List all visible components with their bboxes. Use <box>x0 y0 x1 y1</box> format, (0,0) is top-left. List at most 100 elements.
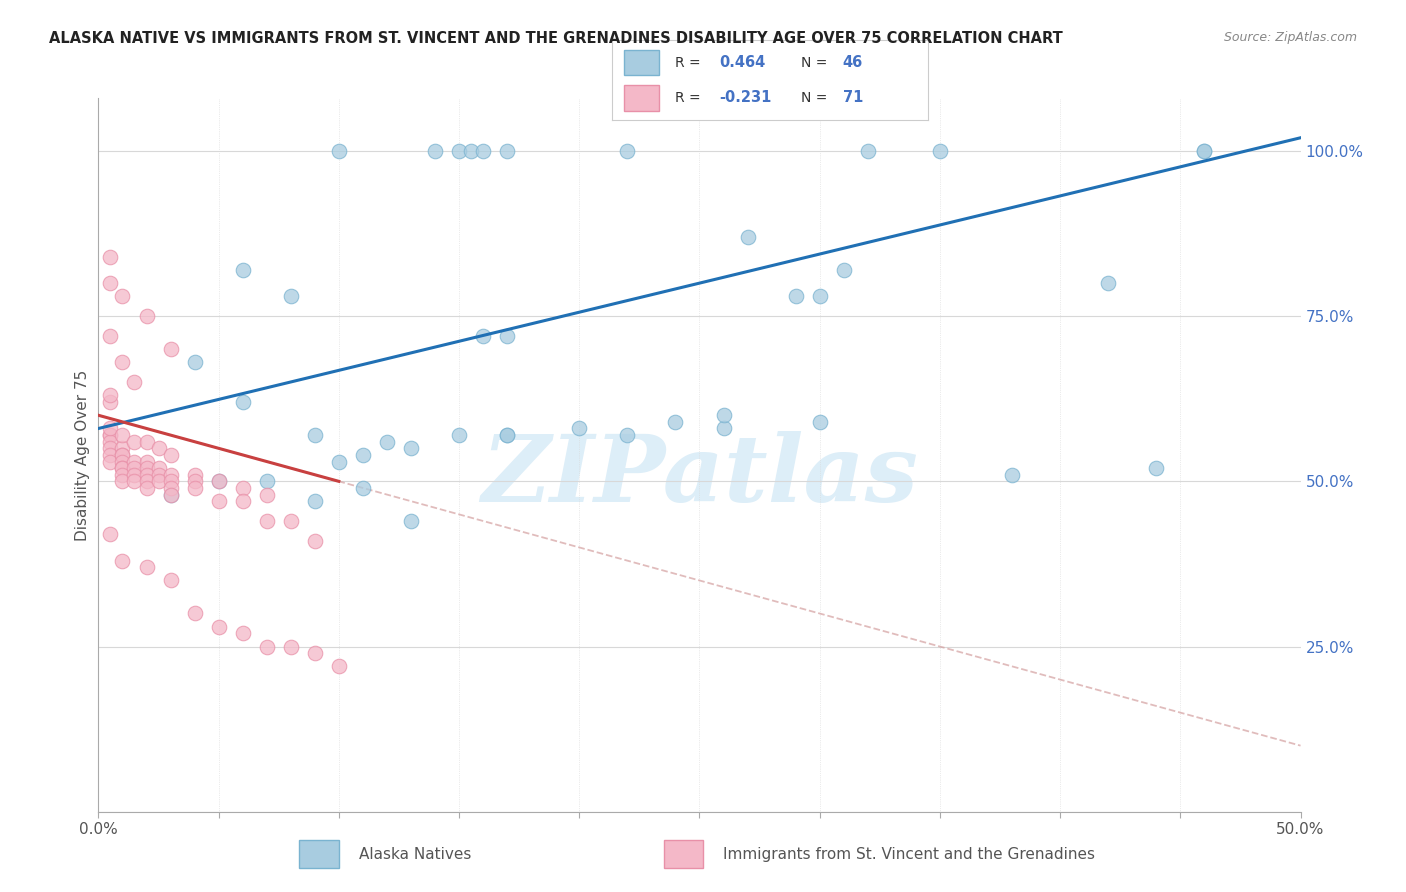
Point <box>1097 276 1119 290</box>
Point <box>111 448 134 462</box>
Point <box>124 461 146 475</box>
Point <box>100 428 122 442</box>
Point <box>100 250 122 264</box>
Point <box>808 415 831 429</box>
Point <box>785 289 807 303</box>
Point <box>159 448 181 462</box>
Text: 46: 46 <box>842 55 863 70</box>
Point <box>111 475 134 489</box>
Point <box>183 355 205 369</box>
Point <box>124 376 146 390</box>
Point <box>280 289 302 303</box>
Point <box>256 640 278 654</box>
Point <box>352 448 374 462</box>
Point <box>100 276 122 290</box>
Point <box>447 144 470 158</box>
Point <box>1001 467 1024 482</box>
FancyBboxPatch shape <box>624 50 659 76</box>
Point <box>304 428 326 442</box>
Point <box>100 329 122 343</box>
Text: 71: 71 <box>842 90 863 105</box>
Point <box>100 454 122 468</box>
Point <box>111 467 134 482</box>
Point <box>496 329 519 343</box>
Point <box>713 421 735 435</box>
FancyBboxPatch shape <box>624 85 659 111</box>
Point <box>135 434 157 449</box>
Point <box>135 475 157 489</box>
Point <box>423 144 446 158</box>
Point <box>737 230 759 244</box>
Point <box>496 428 519 442</box>
Point <box>472 329 495 343</box>
Text: Immigrants from St. Vincent and the Grenadines: Immigrants from St. Vincent and the Gren… <box>723 847 1095 862</box>
Point <box>100 428 122 442</box>
Point <box>328 659 350 673</box>
Point <box>124 467 146 482</box>
Point <box>111 355 134 369</box>
Text: R =: R = <box>675 91 704 105</box>
Point <box>232 263 254 277</box>
FancyBboxPatch shape <box>299 840 339 868</box>
Point <box>100 421 122 435</box>
Point <box>280 514 302 528</box>
Point <box>256 514 278 528</box>
Point <box>135 467 157 482</box>
Point <box>159 487 181 501</box>
Point <box>135 454 157 468</box>
Point <box>111 428 134 442</box>
Text: Source: ZipAtlas.com: Source: ZipAtlas.com <box>1223 31 1357 45</box>
Point <box>159 467 181 482</box>
Point <box>399 514 422 528</box>
Point <box>616 144 638 158</box>
Point <box>232 481 254 495</box>
Point <box>280 640 302 654</box>
Text: -0.231: -0.231 <box>720 90 772 105</box>
Point <box>352 481 374 495</box>
Point <box>460 144 482 158</box>
Point <box>328 144 350 158</box>
Point <box>100 442 122 456</box>
Text: Alaska Natives: Alaska Natives <box>359 847 471 862</box>
Point <box>928 144 950 158</box>
Point <box>100 395 122 409</box>
Point <box>124 475 146 489</box>
Point <box>148 442 170 456</box>
Point <box>496 428 519 442</box>
Text: ALASKA NATIVE VS IMMIGRANTS FROM ST. VINCENT AND THE GRENADINES DISABILITY AGE O: ALASKA NATIVE VS IMMIGRANTS FROM ST. VIN… <box>49 31 1063 46</box>
Point <box>159 481 181 495</box>
Point <box>100 434 122 449</box>
Point <box>148 461 170 475</box>
Point <box>328 454 350 468</box>
Point <box>159 475 181 489</box>
Point <box>135 309 157 323</box>
Point <box>232 626 254 640</box>
Point <box>713 409 735 423</box>
Point <box>832 263 855 277</box>
Point <box>232 395 254 409</box>
Point <box>256 487 278 501</box>
Point <box>304 646 326 660</box>
Point <box>183 475 205 489</box>
Point <box>159 487 181 501</box>
Point <box>148 475 170 489</box>
Point <box>1144 461 1167 475</box>
Point <box>472 144 495 158</box>
Point <box>100 527 122 541</box>
Text: N =: N = <box>801 91 832 105</box>
Point <box>1194 144 1216 158</box>
Text: 0.464: 0.464 <box>720 55 765 70</box>
Point <box>664 415 686 429</box>
Point <box>304 494 326 508</box>
Point <box>111 461 134 475</box>
Point <box>111 554 134 568</box>
Point <box>856 144 879 158</box>
Point <box>208 475 231 489</box>
Point <box>304 533 326 548</box>
Point <box>616 428 638 442</box>
Point <box>256 475 278 489</box>
Point <box>111 448 134 462</box>
Point <box>375 434 398 449</box>
Point <box>208 620 231 634</box>
Point <box>1194 144 1216 158</box>
